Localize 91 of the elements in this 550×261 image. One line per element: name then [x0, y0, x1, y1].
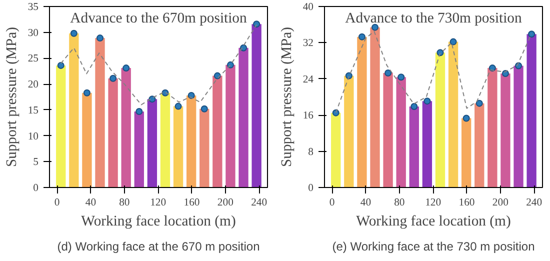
- point: [424, 98, 431, 105]
- annotation: Advance to the 670m position: [70, 10, 248, 26]
- x-tick-label: 160: [184, 198, 200, 208]
- bar: [448, 42, 458, 188]
- bar: [252, 24, 262, 188]
- bar: [383, 73, 393, 188]
- point: [476, 100, 483, 107]
- bar: [212, 76, 222, 188]
- x-tick-label: 0: [54, 198, 60, 208]
- bar: [435, 52, 446, 188]
- point: [122, 64, 130, 72]
- x-axis-title: Working face location (m): [356, 214, 511, 230]
- bar: [331, 112, 341, 188]
- bar: [56, 65, 66, 188]
- point: [96, 34, 104, 42]
- y-tick-label: 0: [308, 183, 314, 194]
- y-tick-label: 15: [28, 105, 38, 116]
- point: [398, 74, 405, 81]
- bar: [526, 34, 536, 188]
- point: [70, 30, 78, 37]
- y-axis-title: Support pressure (MPa): [4, 26, 20, 168]
- x-tick-label: 120: [150, 198, 166, 208]
- bar: [396, 77, 406, 188]
- y-tick-label: 40: [302, 2, 314, 13]
- x-tick-label: 200: [217, 198, 234, 208]
- bar: [514, 66, 524, 188]
- y-tick-label: 32: [302, 38, 314, 50]
- point: [57, 62, 64, 69]
- point: [358, 33, 366, 40]
- x-axis-title: Working face location (m): [81, 214, 236, 230]
- x-tick-label: 0: [329, 198, 335, 208]
- y-tick-label: 30: [28, 28, 38, 39]
- bar: [474, 103, 484, 188]
- point: [528, 30, 536, 38]
- point: [240, 44, 248, 52]
- point: [110, 74, 117, 82]
- y-tick-label: 10: [28, 131, 38, 142]
- y-tick-label: 20: [28, 80, 38, 91]
- x-tick-label: 40: [85, 198, 96, 208]
- y-axis-title: Support pressure (MPa): [278, 26, 295, 168]
- point: [148, 96, 156, 103]
- x-tick-label: 160: [458, 198, 475, 208]
- point: [174, 102, 182, 110]
- y-tick-label: 25: [28, 54, 38, 65]
- bar: [238, 48, 248, 188]
- bar: [108, 78, 118, 188]
- point: [200, 105, 208, 112]
- text: (d) Working face at the 670 m position: [57, 240, 260, 254]
- y-tick-label: 35: [28, 2, 38, 13]
- point: [450, 38, 457, 46]
- x-tick-label: 240: [251, 198, 268, 208]
- x-tick-label: 80: [119, 198, 130, 208]
- point: [384, 70, 392, 77]
- x-tick-label: 80: [394, 198, 405, 208]
- x-tick-label: 200: [492, 198, 508, 208]
- annotation: Advance to the 730m position: [345, 10, 523, 26]
- bar: [409, 106, 419, 188]
- x-tick-label: 40: [360, 198, 372, 208]
- bar: [370, 27, 380, 188]
- point: [462, 114, 470, 122]
- bar: [488, 68, 498, 188]
- x-tick-label: 120: [425, 198, 442, 208]
- text: (e) Working face at the 730 m position: [332, 240, 535, 254]
- bar: [134, 111, 144, 188]
- bar: [461, 118, 472, 188]
- bar: [82, 92, 92, 188]
- bar: [69, 33, 79, 188]
- point: [372, 24, 378, 31]
- bar: [147, 99, 158, 188]
- bar: [186, 95, 196, 188]
- bar: [357, 36, 367, 188]
- y-tick-label: 24: [302, 74, 314, 86]
- bar: [344, 76, 354, 188]
- point: [410, 103, 418, 110]
- x-tick-label: 240: [526, 198, 542, 208]
- bar: [500, 73, 510, 188]
- bar: [95, 38, 105, 188]
- y-tick-label: 16: [302, 110, 314, 122]
- bar: [422, 101, 432, 188]
- point: [436, 49, 444, 56]
- y-tick-label: 8: [308, 146, 314, 158]
- bar: [226, 64, 236, 188]
- y-tick-label: 0: [33, 183, 38, 194]
- bar: [121, 68, 131, 188]
- point: [136, 108, 143, 115]
- point: [253, 20, 260, 28]
- bar: [200, 108, 210, 188]
- y-tick-label: 5: [33, 157, 38, 168]
- bar: [173, 106, 184, 188]
- bar: [160, 92, 170, 188]
- point: [83, 89, 90, 96]
